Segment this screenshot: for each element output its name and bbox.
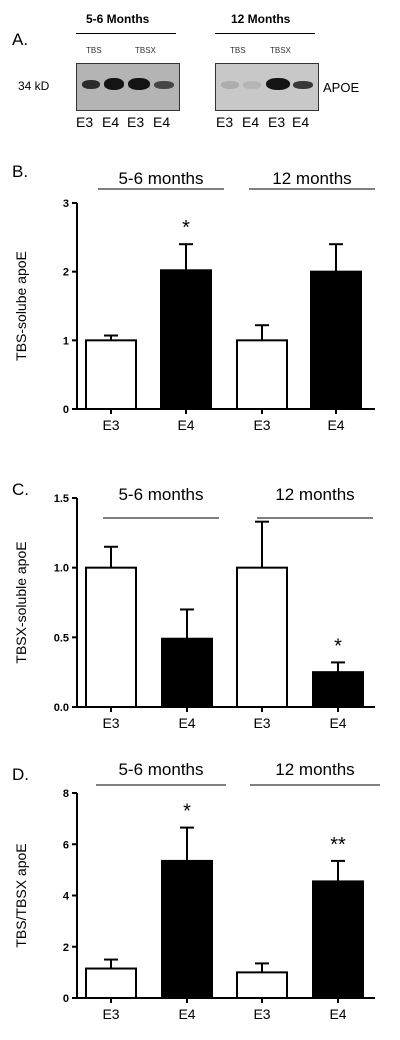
y-axis-label: TBS/TBSX apoE: [13, 843, 29, 947]
y-tick-label: 1: [63, 335, 69, 347]
bar-chart-tbs-soluble: 5-6 months 12 months 0 1 2 3 TBS-solube apoE E3…: [13, 169, 375, 433]
blot-header-12-months: 12 Months: [231, 12, 291, 26]
panel-letter-b: B.: [12, 162, 29, 181]
significance-marker: *: [182, 217, 190, 239]
panel-letter-d: D.: [12, 765, 29, 784]
y-tick-label: 0: [63, 404, 69, 416]
blot-band: [154, 81, 174, 89]
group-label: 12 months: [275, 760, 354, 779]
y-tick-label: 1.0: [54, 563, 69, 575]
blot-protein-label: APOE: [323, 80, 360, 95]
bar: [85, 967, 137, 999]
x-tick-label: E4: [178, 1006, 195, 1022]
y-tick-label: 8: [63, 788, 69, 800]
blot-band: [82, 80, 100, 89]
x-tick-label: E4: [329, 1006, 346, 1022]
bar-chart-tbsx-soluble: 5-6 months 12 months 0.0 0.5 1.0 1.5 TBSX-solu…: [13, 485, 375, 731]
bar: [85, 339, 137, 410]
blot-lane-label: E4: [292, 114, 310, 130]
x-tick-label: E4: [177, 417, 194, 433]
blot-buffer-label: TBS: [230, 46, 246, 55]
significance-marker: **: [330, 834, 346, 856]
western-blot: 5-6 Months 12 Months TBS TBSX TBS TBSX 3…: [0, 0, 400, 150]
significance-marker: *: [334, 635, 342, 657]
x-tick-label: E3: [253, 715, 270, 731]
blot-band: [104, 78, 124, 90]
x-tick-label: E4: [178, 715, 195, 731]
group-label: 12 months: [275, 485, 354, 504]
bar-chart-tbs-tbsx-ratio: 5-6 months 12 months 0 2 4 6 8 TBS/TBSX apoE E3 E…: [13, 760, 380, 1022]
group-label: 12 months: [272, 169, 351, 188]
x-tick-label: E3: [253, 1006, 270, 1022]
blot-mw-label: 34 kD: [18, 79, 50, 93]
bar: [312, 880, 364, 999]
blot-band: [128, 78, 150, 90]
blot-band: [293, 81, 313, 89]
panel-letter-c: C.: [12, 480, 29, 499]
blot-buffer-label: TBSX: [270, 46, 291, 55]
group-label: 5-6 months: [118, 485, 203, 504]
x-tick-label: E3: [102, 417, 119, 433]
bar: [161, 859, 213, 999]
y-tick-label: 0: [63, 993, 69, 1005]
bar: [310, 270, 362, 410]
bar: [236, 971, 288, 999]
y-tick-label: 4: [63, 891, 70, 903]
blot-lane-label: E4: [242, 114, 260, 130]
bar: [85, 566, 137, 708]
group-label: 5-6 months: [118, 760, 203, 779]
blot-header-5-6-months: 5-6 Months: [86, 12, 150, 26]
blot-lane-label: E4: [102, 114, 120, 130]
blot-band: [266, 78, 290, 90]
y-tick-label: 1.5: [54, 493, 69, 505]
group-label: 5-6 months: [118, 169, 203, 188]
blot-lane-label: E3: [76, 114, 94, 130]
y-axis-label: TBSX-soluble apoE: [13, 541, 29, 663]
blot-header-line-right: [215, 33, 315, 34]
blot-lane-label: E3: [216, 114, 234, 130]
blot-image-right: [215, 63, 319, 111]
significance-marker: *: [183, 801, 191, 823]
x-tick-label: E3: [253, 417, 270, 433]
x-tick-label: E4: [327, 417, 344, 433]
x-tick-label: E3: [102, 715, 119, 731]
blot-lane-label: E3: [268, 114, 286, 130]
x-tick-label: E3: [102, 1006, 119, 1022]
y-tick-label: 0.0: [54, 702, 69, 714]
blot-band: [243, 81, 261, 89]
y-axis-label: TBS-solube apoE: [13, 251, 29, 361]
panel-letter-a: A.: [12, 30, 29, 49]
blot-lane-label: E4: [153, 114, 171, 130]
blot-buffer-label: TBSX: [135, 46, 156, 55]
blot-buffer-label: TBS: [86, 46, 102, 55]
bar: [236, 339, 288, 410]
x-tick-label: E4: [329, 715, 346, 731]
bar: [312, 671, 364, 709]
bar: [160, 269, 212, 410]
y-tick-label: 6: [63, 839, 69, 851]
y-tick-label: 0.5: [54, 632, 69, 644]
blot-lane-label: E3: [127, 114, 145, 130]
blot-band: [221, 81, 239, 89]
blot-image-left: [76, 63, 180, 111]
bar: [236, 566, 288, 708]
y-tick-label: 2: [63, 267, 69, 279]
y-tick-label: 3: [63, 198, 69, 210]
y-tick-label: 2: [63, 942, 69, 954]
blot-header-line-left: [76, 33, 176, 34]
bar: [161, 637, 213, 708]
